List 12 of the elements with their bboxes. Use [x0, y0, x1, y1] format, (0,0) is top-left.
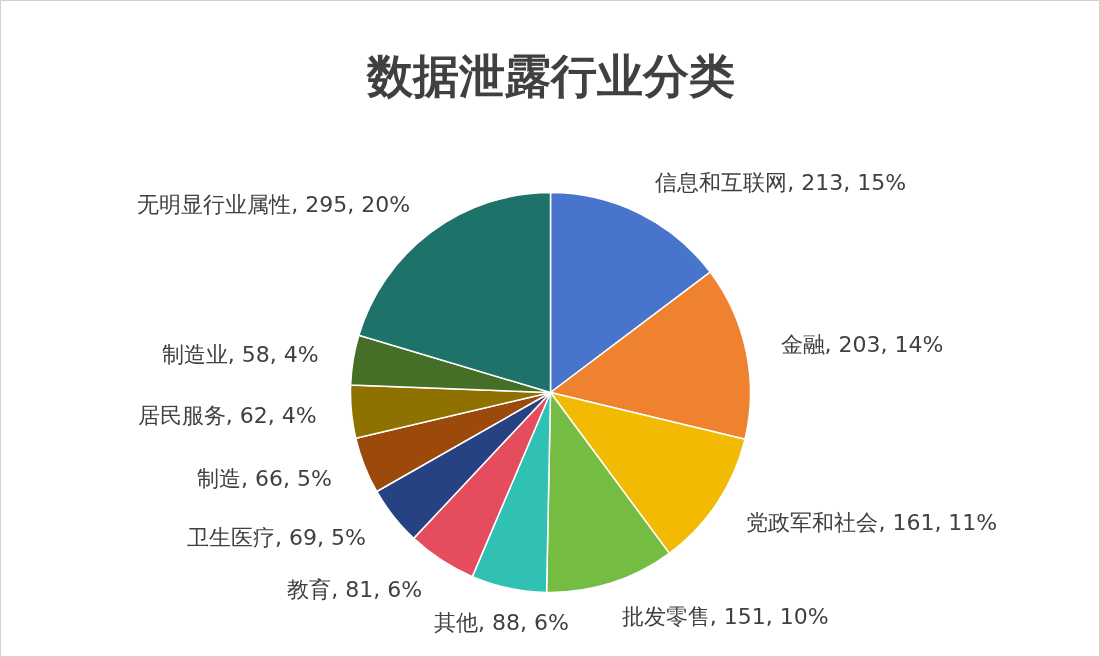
slice-label: 卫生医疗, 69, 5% [187, 525, 366, 551]
slice-label: 信息和互联网, 213, 15% [655, 169, 907, 195]
slice-label: 批发零售, 151, 10% [621, 603, 829, 629]
slice-label: 金融, 203, 14% [780, 332, 944, 358]
slice-label: 无明显行业属性, 295, 20% [137, 191, 411, 217]
slice-label: 居民服务, 62, 4% [137, 402, 317, 428]
slice-label: 其他, 88, 6% [433, 609, 569, 635]
chart-title: 数据泄露行业分类 [365, 48, 735, 103]
slice-label: 制造, 66, 5% [196, 465, 332, 491]
slice-label: 制造业, 58, 4% [161, 341, 319, 367]
slice-label: 教育, 81, 6% [287, 576, 423, 602]
slice-label: 党政军和社会, 161, 11% [746, 509, 998, 535]
